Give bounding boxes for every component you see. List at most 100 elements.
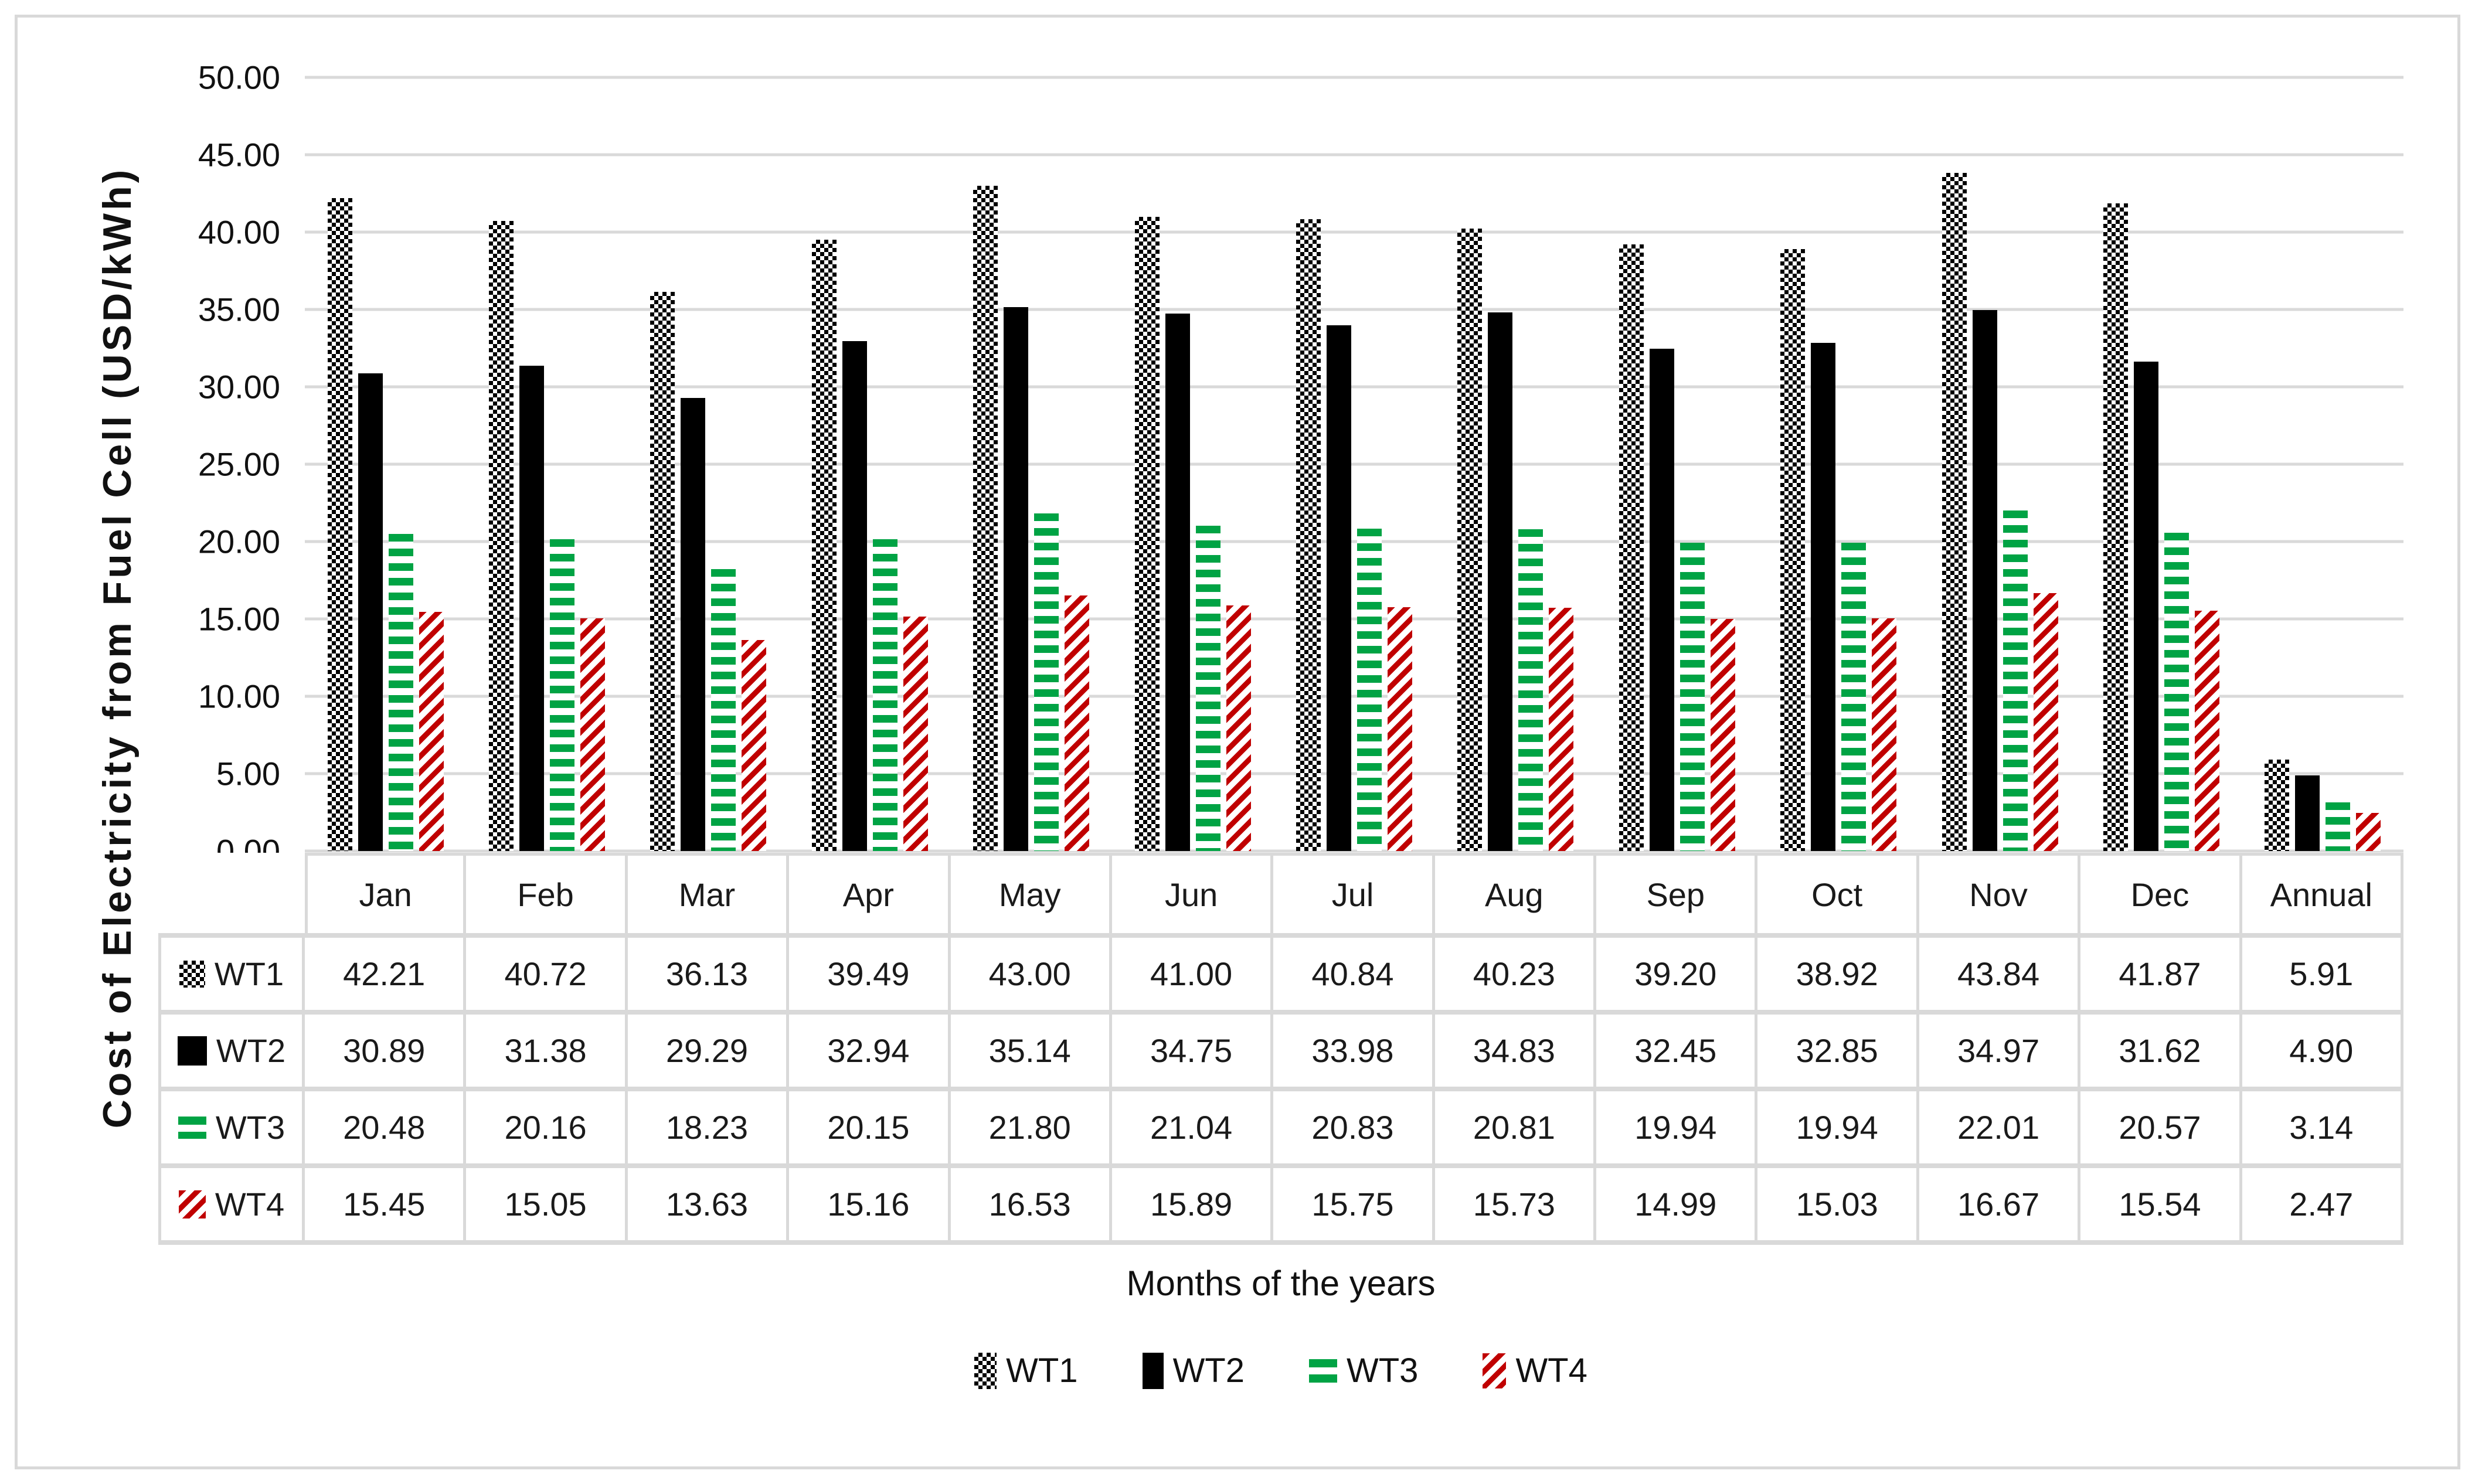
- bar-WT1-Feb: [489, 221, 514, 851]
- value-WT1-Oct: 38.92: [1757, 938, 1919, 1015]
- x-axis-title: Months of the years: [1126, 1264, 1436, 1303]
- value-WT2-Annual: 4.90: [2242, 1015, 2403, 1091]
- month-header-Aug: Aug: [1434, 853, 1597, 938]
- value-WT4-Mar: 13.63: [627, 1168, 790, 1245]
- y-tick-25.00: 25.00: [198, 445, 280, 483]
- bar-WT3-Jul: [1357, 529, 1382, 851]
- WT4-legend-swatch-icon: [1483, 1353, 1507, 1388]
- gridline-30.00: [305, 385, 2403, 389]
- value-WT2-Dec: 31.62: [2080, 1015, 2242, 1091]
- value-WT4-Aug: 15.73: [1434, 1168, 1597, 1245]
- value-WT3-Jun: 21.04: [1111, 1091, 1274, 1168]
- gridline-50.00: [305, 76, 2403, 79]
- gridline-25.00: [305, 462, 2403, 466]
- gridline-20.00: [305, 540, 2403, 543]
- series-key-label: WT3: [215, 1109, 285, 1146]
- value-WT3-Mar: 18.23: [627, 1091, 790, 1168]
- month-header-Dec: Dec: [2080, 853, 2242, 938]
- bar-WT1-Jul: [1296, 219, 1321, 851]
- series-key-label: WT2: [216, 1032, 286, 1069]
- y-tick-50.00: 50.00: [198, 59, 280, 96]
- WT3-legend-swatch-icon: [1309, 1359, 1337, 1383]
- gridline-35.00: [305, 308, 2403, 311]
- y-tick-30.00: 30.00: [198, 368, 280, 406]
- value-WT4-Sep: 14.99: [1596, 1168, 1758, 1245]
- bar-WT1-Nov: [1942, 172, 1967, 851]
- WT3-swatch-icon: [178, 1116, 206, 1139]
- bar-WT1-Sep: [1619, 244, 1644, 851]
- bar-WT3-May: [1034, 513, 1059, 851]
- chart-legend: WT1 WT2 WT3 WT4: [158, 1351, 2403, 1390]
- bar-WT3-Jan: [388, 534, 413, 851]
- value-WT3-Annual: 3.14: [2242, 1091, 2403, 1168]
- WT2-swatch-icon: [177, 1036, 207, 1066]
- bar-group-Apr: [789, 77, 950, 851]
- legend-label: WT2: [1172, 1352, 1245, 1390]
- y-tick-35.00: 35.00: [198, 291, 280, 328]
- value-WT1-Jun: 41.00: [1111, 938, 1274, 1015]
- legend-item-WT4: WT4: [1483, 1351, 1587, 1390]
- month-header-Feb: Feb: [466, 853, 628, 938]
- gridlines: [305, 76, 2403, 853]
- WT4-swatch-icon: [178, 1190, 206, 1218]
- bar-WT3-Mar: [711, 569, 736, 851]
- bar-WT1-Apr: [811, 240, 837, 851]
- value-WT4-Oct: 15.03: [1757, 1168, 1919, 1245]
- bar-group-May: [951, 77, 1112, 851]
- bar-WT4-Mar: [742, 640, 767, 851]
- bar-WT2-Feb: [519, 365, 545, 851]
- bar-group-Jun: [1112, 77, 1273, 851]
- value-WT2-Sep: 32.45: [1596, 1015, 1758, 1091]
- value-WT4-Jun: 15.89: [1111, 1168, 1274, 1245]
- month-header-Jun: Jun: [1111, 853, 1274, 938]
- value-WT4-Dec: 15.54: [2080, 1168, 2242, 1245]
- legend-label: WT1: [1006, 1352, 1078, 1390]
- WT1-swatch-icon: [179, 960, 205, 988]
- bar-group-Annual: [2242, 77, 2403, 851]
- bar-group-Sep: [1596, 77, 1757, 851]
- series-key-WT3: WT3: [158, 1091, 305, 1168]
- bar-WT3-Apr: [872, 539, 897, 851]
- bar-WT2-Dec: [2133, 362, 2158, 851]
- bar-WT2-Apr: [842, 341, 867, 851]
- value-WT2-Jul: 33.98: [1273, 1015, 1435, 1091]
- value-WT3-Oct: 19.94: [1757, 1091, 1919, 1168]
- month-header-Oct: Oct: [1757, 853, 1919, 938]
- bar-WT1-Jan: [327, 198, 352, 851]
- bar-WT1-May: [973, 185, 998, 851]
- bar-group-Feb: [466, 77, 627, 851]
- bar-WT3-Feb: [550, 539, 575, 851]
- bar-WT3-Annual: [2326, 802, 2351, 851]
- legend-label: WT4: [1515, 1352, 1587, 1390]
- y-tick-45.00: 45.00: [198, 136, 280, 173]
- value-WT2-Jun: 34.75: [1111, 1015, 1274, 1091]
- value-WT3-Dec: 20.57: [2080, 1091, 2242, 1168]
- data-table: Jan Feb Mar Apr May Jun Jul Aug Sep Oct Nov Dec Annu…: [158, 853, 2403, 1245]
- month-header-Nov: Nov: [1919, 853, 2081, 938]
- month-header-Mar: Mar: [627, 853, 790, 938]
- bar-WT4-Aug: [1549, 607, 1574, 851]
- y-tick-labels: 0.00 5.00 10.00 15.00 20.00 25.00 30.00 35.00 40…: [0, 59, 280, 870]
- gridline-0.00: [305, 849, 2403, 853]
- y-tick-40.00: 40.00: [198, 213, 280, 251]
- value-WT3-Nov: 22.01: [1919, 1091, 2081, 1168]
- value-WT2-Apr: 32.94: [789, 1015, 951, 1091]
- value-WT3-Sep: 19.94: [1596, 1091, 1758, 1168]
- month-header-May: May: [950, 853, 1112, 938]
- bar-WT2-Sep: [1649, 349, 1674, 851]
- bar-WT4-Nov: [2033, 593, 2058, 851]
- value-WT1-Aug: 40.23: [1434, 938, 1597, 1015]
- bar-WT2-Jun: [1165, 313, 1190, 851]
- bar-group-Oct: [1758, 77, 1919, 851]
- month-header-Annual: Annual: [2242, 853, 2403, 938]
- bar-WT4-Annual: [2356, 812, 2381, 851]
- series-key-WT4: WT4: [158, 1168, 305, 1245]
- bar-WT3-Oct: [1841, 542, 1867, 851]
- bar-WT1-Jun: [1134, 216, 1160, 851]
- bar-WT1-Oct: [1780, 249, 1806, 851]
- value-WT1-Jul: 40.84: [1273, 938, 1435, 1015]
- plot-area: [305, 76, 2403, 853]
- bar-series-layer: [305, 77, 2403, 851]
- series-key-label: WT4: [215, 1186, 285, 1223]
